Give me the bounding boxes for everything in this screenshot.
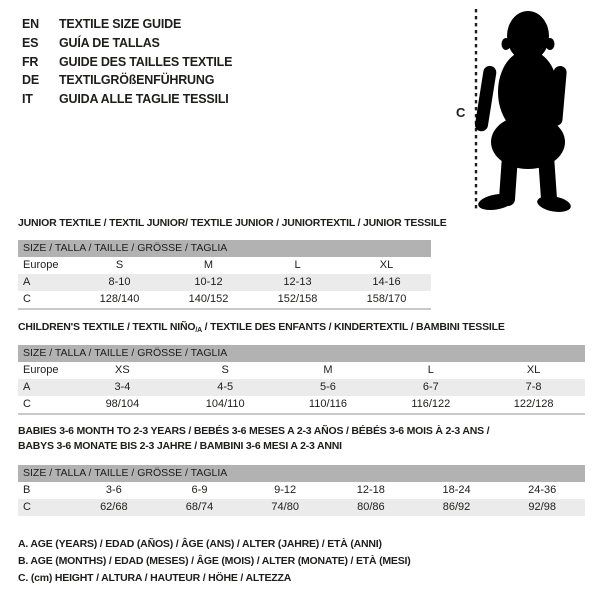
junior-size-table: SIZE / TALLA / TAILLE / GRÖSSE / TAGLIA … <box>18 240 431 310</box>
size-cell: 9-12 <box>274 484 297 496</box>
size-cell: 10-12 <box>194 276 223 288</box>
size-cell: 140/152 <box>188 293 229 305</box>
legend-footnotes: A. AGE (YEARS) / EDAD (AÑOS) / ÂGE (ANS)… <box>18 536 588 587</box>
children-title-sub: /A <box>195 327 202 334</box>
row-label: B <box>23 484 31 496</box>
size-cell: 68/74 <box>185 501 214 513</box>
table-row-europe: Europe XS S M L XL <box>18 362 585 379</box>
language-code: FR <box>22 54 39 69</box>
size-header-bar: SIZE / TALLA / TAILLE / GRÖSSE / TAGLIA <box>18 465 585 482</box>
size-header-bar: SIZE / TALLA / TAILLE / GRÖSSE / TAGLIA <box>18 345 585 362</box>
row-label: Europe <box>23 259 59 271</box>
language-row-fr: FR GUIDE DES TAILLES TEXTILE <box>22 53 232 72</box>
size-cell: 7-8 <box>525 381 542 393</box>
baby-silhouette-figure <box>474 9 571 212</box>
row-label: C <box>23 293 31 305</box>
babies-size-table: SIZE / TALLA / TAILLE / GRÖSSE / TAGLIA … <box>18 465 585 516</box>
size-cell: 104/110 <box>205 398 245 410</box>
table-row-height: C 98/104 104/110 110/116 116/122 122/128 <box>18 396 585 413</box>
size-cell: 152/158 <box>277 293 318 305</box>
language-label: TEXTILE SIZE GUIDE <box>59 17 182 31</box>
size-cell: 98/104 <box>105 398 140 410</box>
footnote-age-months: B. AGE (MONTHS) / EDAD (MESES) / ÂGE (MO… <box>18 554 411 567</box>
size-cell: 110/116 <box>308 398 348 410</box>
size-cell: 62/68 <box>100 501 128 513</box>
size-cell: M <box>203 259 214 271</box>
language-label: GUIDE DES TAILLES TEXTILE <box>59 54 233 69</box>
language-row-es: ES GUÍA DE TALLAS <box>22 34 232 53</box>
language-code: IT <box>22 92 33 107</box>
baby-silhouette <box>475 11 571 212</box>
height-marker-label: C <box>456 105 466 120</box>
size-cell: 122/128 <box>513 398 554 410</box>
junior-table-title: JUNIOR TEXTILE / TEXTIL JUNIOR/ TEXTILE … <box>18 217 447 229</box>
size-cell: XL <box>379 259 394 271</box>
size-cell: 80/86 <box>357 501 385 513</box>
language-row-en: EN TEXTILE SIZE GUIDE <box>22 15 232 34</box>
size-cell: XL <box>526 364 541 376</box>
babies-table-title: BABIES 3-6 MONTH TO 2-3 YEARS / BEBÉS 3-… <box>18 424 588 453</box>
size-cell: 8-10 <box>108 276 131 288</box>
language-code: ES <box>22 35 39 50</box>
size-cell: M <box>323 364 333 376</box>
children-size-table: SIZE / TALLA / TAILLE / GRÖSSE / TAGLIA … <box>18 345 585 415</box>
size-cell: S <box>115 259 124 271</box>
language-row-it: IT GUIDA ALLE TAGLIE TESSILI <box>22 90 232 109</box>
size-cell: 92/98 <box>528 501 556 513</box>
size-cell: 6-7 <box>422 381 439 393</box>
language-code: DE <box>22 73 39 88</box>
table-row-europe: Europe S M L XL <box>18 257 431 274</box>
size-cell: 158/170 <box>366 293 407 305</box>
footnote-height: C. (cm) HEIGHT / ALTURA / HAUTEUR / HÖHE… <box>18 571 292 584</box>
size-cell: 18-24 <box>442 484 471 496</box>
size-cell: 128/140 <box>99 293 140 305</box>
footnote-age-years: A. AGE (YEARS) / EDAD (AÑOS) / ÂGE (ANS)… <box>18 538 382 550</box>
babies-title-line1: BABIES 3-6 MONTH TO 2-3 YEARS / BEBÉS 3-… <box>18 425 490 437</box>
babies-title-line2: BABYS 3-6 MONATE BIS 2-3 JAHRE / BAMBINI… <box>18 439 342 452</box>
table-row-age: A 8-10 10-12 12-13 14-16 <box>18 274 431 291</box>
language-row-de: DE TEXTILGRÖßENFÜHRUNG <box>22 71 232 90</box>
size-cell: 4-5 <box>217 381 234 393</box>
table-row-height: C 128/140 140/152 152/158 158/170 <box>18 291 431 308</box>
language-label: GUIDA ALLE TAGLIE TESSILI <box>59 92 229 107</box>
size-cell: 14-16 <box>372 276 401 288</box>
children-table-title: CHILDREN'S TEXTILE / TEXTIL NIÑO/A / TEX… <box>18 321 588 334</box>
size-cell: 12-18 <box>356 484 385 496</box>
size-cell: XS <box>115 364 130 376</box>
size-cell: L <box>427 364 434 376</box>
children-title-post: / TEXTILE DES ENFANTS / KINDERTEXTIL / B… <box>201 321 505 333</box>
size-cell: 6-9 <box>191 484 208 496</box>
size-cell: 5-6 <box>320 381 336 393</box>
row-label: Europe <box>23 364 59 376</box>
size-cell: 24-36 <box>528 484 557 496</box>
language-header: EN TEXTILE SIZE GUIDE ES GUÍA DE TALLAS … <box>22 15 232 109</box>
size-cell: 3-6 <box>105 484 122 496</box>
language-label: TEXTILGRÖßENFÜHRUNG <box>59 73 215 88</box>
size-cell: 74/80 <box>271 501 299 513</box>
row-label: A <box>23 381 31 393</box>
size-cell: S <box>221 364 229 376</box>
language-code: EN <box>22 17 39 31</box>
size-header-bar: SIZE / TALLA / TAILLE / GRÖSSE / TAGLIA <box>18 240 431 257</box>
table-row-months: B 3-6 6-9 9-12 12-18 18-24 24-36 <box>18 482 585 499</box>
table-row-height: C 62/68 68/74 74/80 80/86 86/92 92/98 <box>18 499 585 516</box>
row-label: A <box>23 276 31 288</box>
size-cell: L <box>294 259 301 271</box>
children-title-pre: CHILDREN'S TEXTILE / TEXTIL NIÑO <box>18 321 196 333</box>
table-row-age: A 3-4 4-5 5-6 6-7 7-8 <box>18 379 585 396</box>
language-label: GUÍA DE TALLAS <box>59 35 160 50</box>
size-cell: 86/92 <box>442 501 471 513</box>
size-cell: 116/122 <box>411 398 451 410</box>
row-label: C <box>23 501 31 513</box>
size-cell: 12-13 <box>283 276 312 288</box>
row-label: C <box>23 398 31 410</box>
size-cell: 3-4 <box>114 381 131 393</box>
